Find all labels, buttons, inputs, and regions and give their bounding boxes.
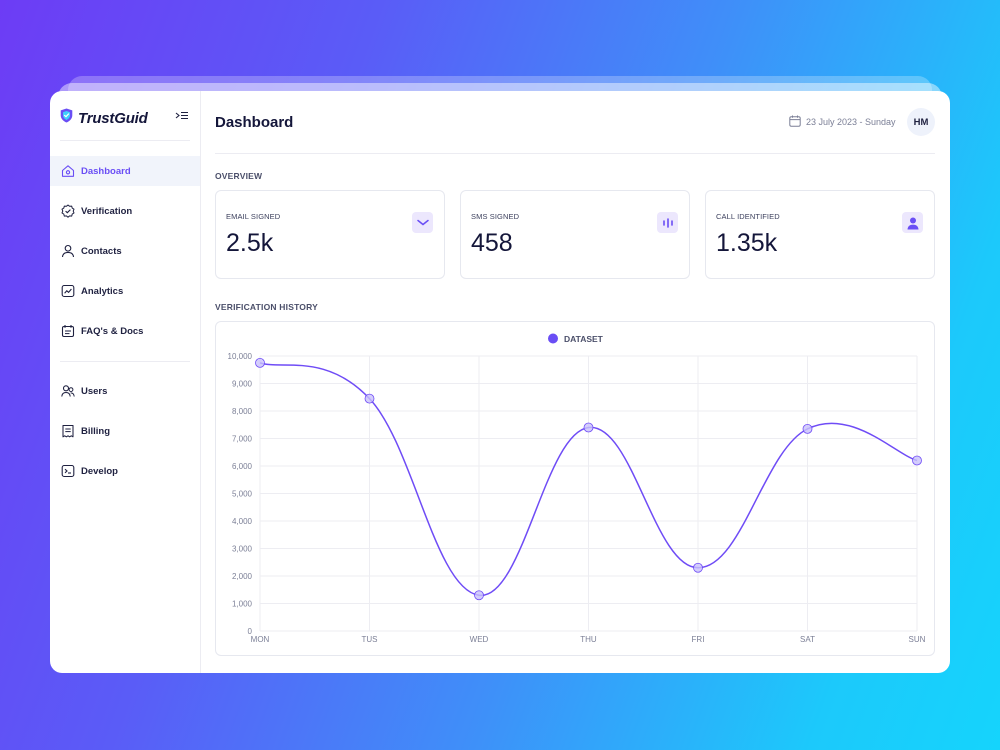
y-tick-label: 7,000 [232,435,253,444]
sms-icon [657,212,678,233]
x-tick-label: FRI [692,635,705,644]
date-display[interactable]: 23 July 2023 - Sunday [789,115,896,129]
docs-icon [60,324,75,339]
data-point [912,455,922,466]
x-tick-label: SUN [909,635,926,644]
legend-label: DATASET [564,334,604,344]
y-tick-label: 1,000 [232,600,253,609]
overview-label: OVERVIEW [215,171,263,181]
y-tick-label: 2,000 [232,572,253,581]
y-tick-label: 3,000 [232,545,253,554]
date-text: 23 July 2023 - Sunday [806,117,896,127]
header-divider [215,153,935,154]
sidebar-item-users[interactable]: Users [50,376,200,406]
sidebar-divider [60,140,190,141]
sidebar-item-develop[interactable]: Develop [50,456,200,486]
card-title: SMS SIGNED [471,212,520,221]
user-icon [60,244,75,259]
verification-history-label: VERIFICATION HISTORY [215,302,319,312]
sidebar-item-label: Verification [81,205,133,217]
brand-name: TrustGuid [78,109,148,127]
page-title: Dashboard [215,114,294,131]
x-tick-label: WED [470,635,489,644]
sidebar-item-label: Billing [81,425,111,437]
app-window: TrustGuid Dashboard Verification [50,91,950,673]
sidebar-item-label: Users [81,385,108,397]
sidebar-item-label: Develop [81,465,118,477]
y-tick-label: 6,000 [232,462,253,471]
sidebar-item-dashboard[interactable]: Dashboard [50,156,200,186]
sidebar-item-faqs-docs[interactable]: FAQ's & Docs [50,316,200,346]
x-tick-label: TUS [362,635,378,644]
sidebar-item-analytics[interactable]: Analytics [50,276,200,306]
sidebar-divider [60,361,190,362]
data-point [583,422,594,433]
verification-history-chart: 0 1,000 2,000 3,000 4,000 5,000 6,000 7,000 8,00… [215,321,935,656]
x-tick-label: MON [251,635,270,644]
y-tick-label: 9,000 [232,380,253,389]
receipt-icon [60,424,75,439]
sidebar-item-label: Dashboard [81,165,131,177]
card-sms-signed: SMS SIGNED 458 [460,190,690,279]
x-tick-label: SAT [800,635,815,644]
calendar-icon [789,115,801,129]
avatar[interactable]: HM [907,108,935,136]
data-point [364,393,375,404]
card-email-signed: EMAIL SIGNED 2.5k [215,190,445,279]
y-tick-label: 0 [248,627,253,636]
sidebar-item-verification[interactable]: Verification [50,196,200,226]
legend-marker [548,333,558,344]
sidebar-item-label: Contacts [81,245,122,257]
card-title: CALL IDENTIFIED [716,212,780,221]
sidebar-item-billing[interactable]: Billing [50,416,200,446]
data-point [693,562,703,573]
verified-badge-icon [60,204,75,219]
card-call-identified: CALL IDENTIFIED 1.35k [705,190,935,279]
card-value: 2.5k [226,229,274,257]
sidebar-item-label: FAQ's & Docs [81,325,144,337]
y-tick-label: 10,000 [228,352,253,361]
sidebar-item-label: Analytics [81,285,124,297]
data-point [255,357,265,368]
brand[interactable]: TrustGuid [60,108,148,128]
collapse-menu-icon[interactable] [174,108,190,124]
x-tick-label: THU [580,635,597,644]
users-icon [60,384,75,399]
data-point [802,423,813,434]
line-chart: 0 1,000 2,000 3,000 4,000 5,000 6,000 7,000 8,00… [228,333,926,644]
shield-logo-icon [60,108,73,128]
card-value: 458 [471,229,513,257]
chart-icon [60,284,75,299]
card-value: 1.35k [716,229,778,257]
y-tick-label: 8,000 [232,407,253,416]
person-icon [902,212,923,233]
y-tick-label: 4,000 [232,517,253,526]
terminal-icon [60,464,75,479]
card-title: EMAIL SIGNED [226,212,281,221]
main-content: Dashboard 23 July 2023 - Sunday HM OVERV… [201,91,950,673]
home-icon [60,164,75,179]
y-tick-label: 5,000 [232,490,253,499]
sidebar: TrustGuid Dashboard Verification [50,91,201,673]
data-point [474,590,484,601]
sidebar-item-contacts[interactable]: Contacts [50,236,200,266]
email-icon [412,212,433,233]
